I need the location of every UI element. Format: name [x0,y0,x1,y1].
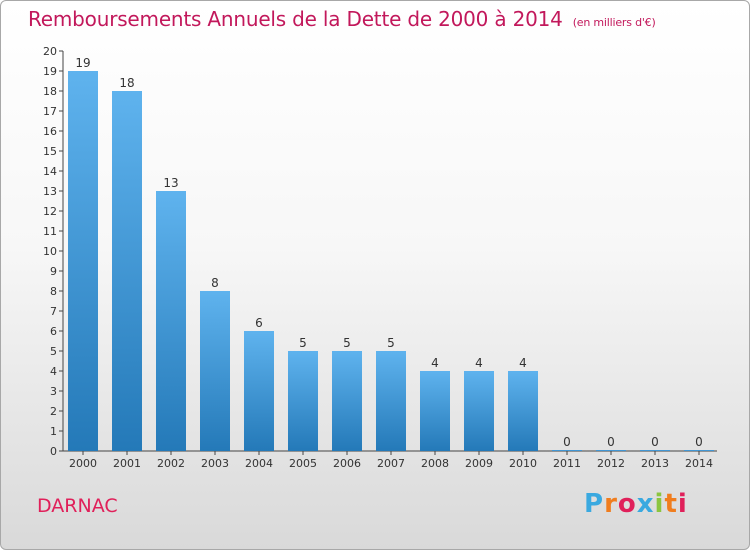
y-tick-label: 7 [50,305,57,318]
x-tick-label: 2014 [685,457,713,470]
proxiti-logo[interactable]: Proxiti [584,489,688,519]
value-label-2004: 6 [255,316,263,330]
value-label-2011: 0 [563,435,571,449]
value-label-2009: 4 [475,356,483,370]
value-label-2001: 18 [119,76,134,90]
bar-2008 [420,371,450,451]
x-tick-label: 2008 [421,457,449,470]
y-tick-label: 3 [50,385,57,398]
value-label-2012: 0 [607,435,615,449]
y-tick-label: 13 [43,185,57,198]
x-tick-label: 2003 [201,457,229,470]
x-tick-label: 2012 [597,457,625,470]
x-tick-label: 2011 [553,457,581,470]
y-tick-label: 10 [43,245,57,258]
y-tick-label: 19 [43,65,57,78]
x-tick-label: 2005 [289,457,317,470]
bar-2001 [112,91,142,451]
y-tick-label: 0 [50,445,57,458]
value-label-2005: 5 [299,336,307,350]
value-label-2010: 4 [519,356,527,370]
value-label-2002: 13 [163,176,178,190]
y-tick-label: 11 [43,225,57,238]
bar-2010 [508,371,538,451]
commune-name: DARNAC [37,495,118,517]
chart-title: Remboursements Annuels de la Dette de 20… [28,7,656,31]
x-tick-label: 2007 [377,457,405,470]
chart-unit-label: (en milliers d'€) [572,16,656,29]
x-tick-label: 2010 [509,457,537,470]
value-label-2014: 0 [695,435,703,449]
bar-2002 [156,191,186,451]
y-tick-label: 14 [43,165,57,178]
bar-2007 [376,351,406,451]
bar-2006 [332,351,362,451]
x-tick-label: 2002 [157,457,185,470]
bar-2012 [596,450,626,451]
y-tick-label: 15 [43,145,57,158]
y-tick-label: 4 [50,365,57,378]
logo-letter: r [604,489,618,519]
y-tick-label: 20 [43,45,57,58]
y-tick-label: 18 [43,85,57,98]
x-tick-label: 2004 [245,457,273,470]
bar-2005 [288,351,318,451]
bar-2004 [244,331,274,451]
value-label-2000: 19 [75,56,90,70]
x-tick-label: 2009 [465,457,493,470]
value-label-2006: 5 [343,336,351,350]
value-label-2007: 5 [387,336,395,350]
y-tick-label: 12 [43,205,57,218]
y-tick-label: 16 [43,125,57,138]
x-tick-label: 2013 [641,457,669,470]
value-label-2008: 4 [431,356,439,370]
y-tick-label: 17 [43,105,57,118]
logo-letter: i [654,489,665,519]
y-tick-label: 2 [50,405,57,418]
value-labels-group: 19 18 13 8 6 5 5 5 4 4 4 0 0 0 0 [75,56,702,449]
y-tick-label: 8 [50,285,57,298]
bar-2003 [200,291,230,451]
logo-letter: x [636,489,655,519]
y-tick-label: 6 [50,325,57,338]
logo-letter: i [677,489,688,519]
logo-letter: o [617,489,637,519]
logo-letter: P [584,489,605,519]
bar-2013 [640,450,670,451]
x-tick-label: 2000 [69,457,97,470]
value-label-2003: 8 [211,276,219,290]
bar-2000 [68,71,98,451]
y-tick-label: 9 [50,265,57,278]
x-tick-label: 2001 [113,457,141,470]
x-tick-label: 2006 [333,457,361,470]
x-axis: 2000 2001 2002 2003 2004 2005 2006 2007 2008 2009… [63,450,717,470]
y-tick-label: 5 [50,345,57,358]
bar-2014 [684,450,714,451]
bar-2011 [552,450,582,451]
y-tick-label: 1 [50,425,57,438]
bars-group [68,71,714,451]
chart-title-text: Remboursements Annuels de la Dette de 20… [28,7,563,31]
bar-2009 [464,371,494,451]
value-label-2013: 0 [651,435,659,449]
logo-letter: t [664,489,678,519]
